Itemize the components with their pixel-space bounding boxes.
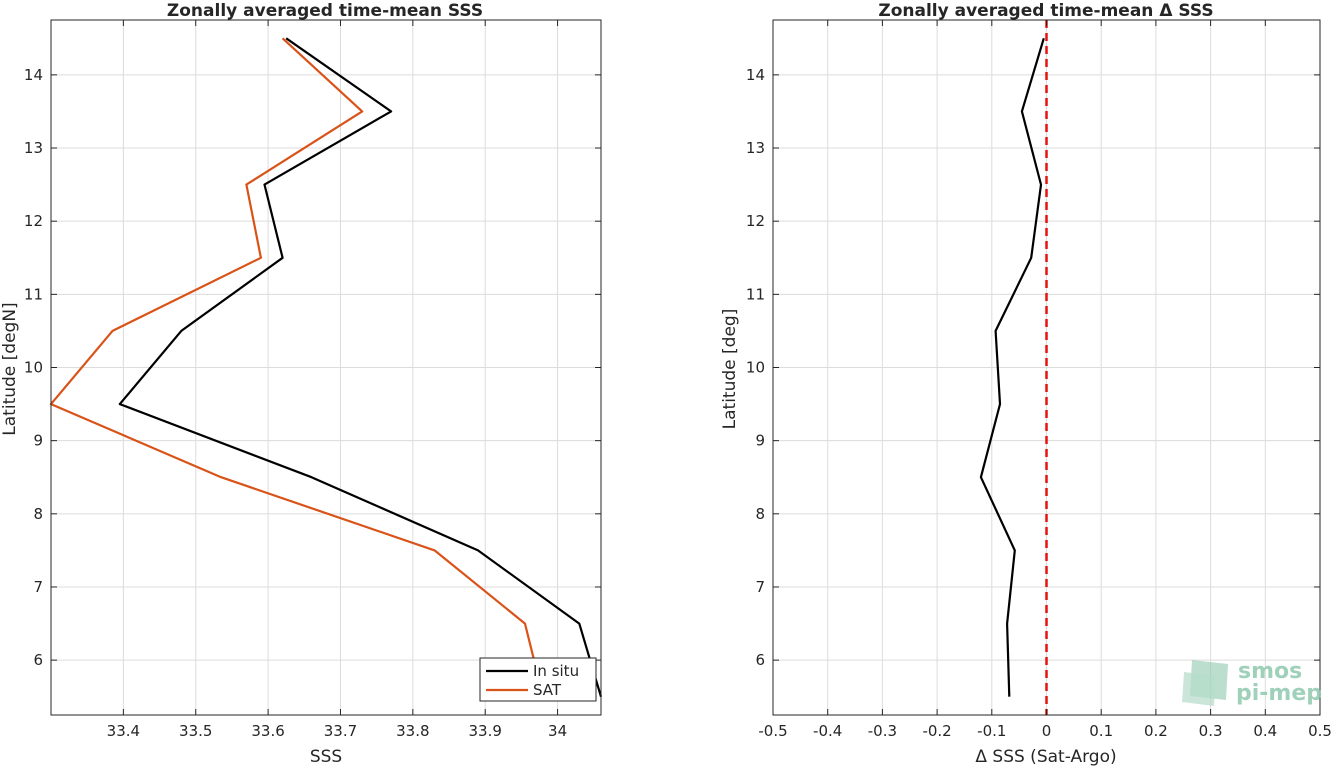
legend-insitu-label: In situ <box>533 662 579 680</box>
sss-x-tick-label: 33.4 <box>107 722 140 740</box>
sss-y-tick-label: 10 <box>24 359 43 377</box>
sss-x-tick-label: 33.8 <box>396 722 429 740</box>
sss-y-tick-label: 8 <box>33 505 43 523</box>
legend-box <box>479 657 597 702</box>
sss-legend: In situ SAT <box>479 657 597 702</box>
delta-x-tick-label: -0.3 <box>868 722 897 740</box>
delta-x-tick-label: 0.4 <box>1253 722 1277 740</box>
delta-x-tick-label: -0.1 <box>977 722 1006 740</box>
sss-x-axis-label: SSS <box>310 747 342 766</box>
sss-lines <box>49 37 603 698</box>
delta-chart-title: Zonally averaged time-mean Δ SSS <box>878 1 1213 21</box>
sss-chart-title: Zonally averaged time-mean SSS <box>167 1 483 21</box>
delta-y-tick-label: 10 <box>746 359 765 377</box>
delta-x-tick-label: 0.2 <box>1144 722 1168 740</box>
delta-y-tick-label: 7 <box>755 578 765 596</box>
sss-ticks: 33.4 33.5 33.6 33.7 33.8 33.9 34 6 7 8 9 10 11 12 13 14 <box>24 20 601 740</box>
delta-y-axis-label: Latitude [deg] <box>720 309 740 430</box>
delta-series-line-delta <box>979 37 1045 697</box>
delta-x-tick-label: 0 <box>1042 722 1052 740</box>
delta-y-tick-label: 11 <box>746 285 765 303</box>
sss-series-line-in-situ <box>118 37 603 698</box>
legend-sat-label: SAT <box>533 681 562 699</box>
sss-grid <box>51 20 601 715</box>
sss-y-axis-label: Latitude [degN] <box>0 302 20 435</box>
logo-line1: smos <box>1238 659 1302 684</box>
sss-y-tick-label: 11 <box>24 285 43 303</box>
sss-y-tick-label: 7 <box>33 578 43 596</box>
delta-y-tick-label: 8 <box>755 505 765 523</box>
sss-x-tick-label: 33.5 <box>179 722 212 740</box>
sss-x-tick-label: 33.9 <box>469 722 502 740</box>
delta-y-tick-label: 13 <box>746 139 765 157</box>
sss-series-line-sat <box>49 37 545 697</box>
sss-y-tick-label: 6 <box>33 651 43 669</box>
logo-line2: pi-mep <box>1236 681 1322 706</box>
delta-y-tick-label: 6 <box>755 651 765 669</box>
sss-y-tick-label: 9 <box>33 432 43 450</box>
sss-x-tick-label: 33.6 <box>251 722 284 740</box>
delta-y-tick-label: 14 <box>746 66 765 84</box>
delta-lines <box>979 20 1048 715</box>
sss-y-tick-label: 12 <box>24 212 43 230</box>
delta-x-tick-label: -0.2 <box>922 722 951 740</box>
delta-y-tick-label: 9 <box>755 432 765 450</box>
delta-x-axis-label: Δ SSS (Sat-Argo) <box>975 747 1116 766</box>
delta-x-tick-label: -0.5 <box>758 722 787 740</box>
sss-x-tick-label: 34 <box>548 722 567 740</box>
delta-x-tick-label: -0.4 <box>813 722 842 740</box>
sss-y-tick-label: 14 <box>24 66 43 84</box>
sss-panel: 33.4 33.5 33.6 33.7 33.8 33.9 34 6 7 8 9 10 11 12 13 14… <box>0 1 603 766</box>
sss-x-tick-label: 33.7 <box>324 722 357 740</box>
delta-ticks: -0.5 -0.4 -0.3 -0.2 -0.1 0 0.1 0.2 0.3 0.4 0.5 6 7 8 9… <box>746 20 1332 740</box>
delta-x-tick-label: 0.5 <box>1308 722 1332 740</box>
delta-x-tick-label: 0.3 <box>1199 722 1223 740</box>
smos-pimep-logo: smos pi-mep <box>1182 659 1322 706</box>
delta-sss-panel: -0.5 -0.4 -0.3 -0.2 -0.1 0 0.1 0.2 0.3 0.4 0.5 6 7 8 9… <box>720 1 1332 766</box>
delta-y-tick-label: 12 <box>746 212 765 230</box>
logo-wave-layer-icon <box>1182 672 1216 706</box>
sss-y-tick-label: 13 <box>24 139 43 157</box>
delta-x-tick-label: 0.1 <box>1089 722 1113 740</box>
